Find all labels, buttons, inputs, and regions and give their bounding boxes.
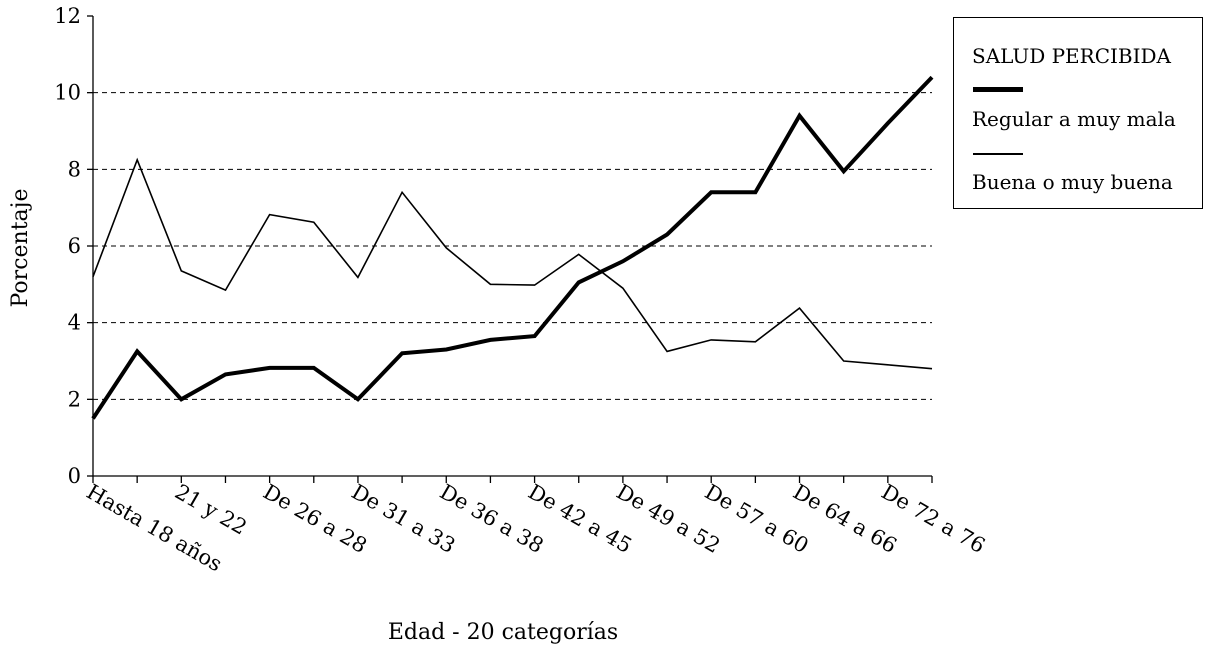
y-axis-title: Porcentaje	[8, 189, 33, 308]
grid-lines	[93, 93, 932, 400]
y-ticks: 0 2 4 6 8 10 12	[54, 4, 93, 488]
y-tick-label: 10	[54, 81, 81, 105]
y-tick-label: 8	[68, 157, 81, 181]
y-tick-label: 0	[68, 464, 81, 488]
y-tick-label: 2	[68, 387, 81, 411]
series-lines	[93, 77, 932, 418]
legend-label-buena: Buena o muy buena	[972, 170, 1173, 194]
y-tick-label: 4	[68, 311, 81, 335]
legend-label-regular: Regular a muy mala	[972, 107, 1176, 131]
y-tick-label: 12	[54, 4, 81, 28]
legend: SALUD PERCIBIDA Regular a muy mala Buena…	[953, 17, 1203, 209]
legend-swatch-buena	[973, 153, 1023, 155]
x-axis-title: Edad - 20 categorías	[388, 620, 618, 645]
legend-title: SALUD PERCIBIDA	[972, 44, 1171, 68]
legend-swatch-regular	[973, 87, 1023, 92]
y-tick-label: 6	[68, 234, 81, 258]
series-line-0	[93, 77, 932, 418]
